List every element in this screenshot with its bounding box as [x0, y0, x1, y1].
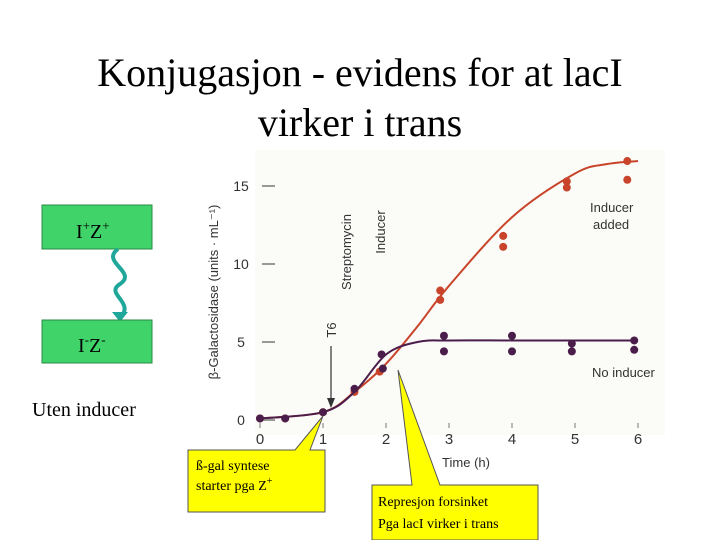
sup: +: [83, 218, 90, 233]
y-axis-label: β-Galactosidase (units · mL⁻¹): [206, 205, 221, 380]
annotation: Inducer: [373, 210, 388, 254]
x-tick-label: 6: [634, 431, 642, 448]
callout: [187, 415, 326, 513]
point: [562, 177, 571, 186]
plot-background: [255, 150, 665, 435]
point: [256, 414, 264, 423]
x-tick-label: 2: [382, 431, 390, 448]
point: [281, 414, 290, 423]
fit-curve: [259, 339, 638, 420]
y-tick-label: 10: [233, 256, 249, 272]
callout: [371, 369, 539, 540]
callout-text: ß-gal syntese: [196, 459, 269, 474]
x-tick-label: 4: [508, 431, 516, 448]
genotype-box: [41, 319, 153, 364]
callout-text: Represjon forsinket: [378, 495, 488, 510]
genotype-box: [41, 204, 153, 250]
connector: [111, 247, 127, 320]
text: Z: [90, 221, 102, 243]
x-tick-label: 3: [445, 431, 453, 448]
annotation: Streptomycin: [339, 214, 354, 290]
point: [319, 408, 327, 417]
point: [439, 347, 448, 356]
arrowhead: [112, 312, 128, 322]
point: [508, 331, 516, 340]
point: [499, 231, 508, 240]
point: [630, 345, 639, 354]
sup: -: [101, 332, 105, 347]
annotation: T6: [324, 322, 339, 337]
point: [436, 295, 445, 304]
x-tick-label: 5: [571, 431, 579, 448]
x-tick-label: 0: [256, 431, 264, 448]
point: [567, 339, 576, 348]
point: [350, 384, 359, 393]
callout-text: starter pga Z+: [196, 476, 273, 494]
x-tick-label: 1: [319, 431, 327, 448]
point: [508, 347, 516, 356]
x-axis-label: Time (h): [442, 455, 490, 470]
y-tick-label: 15: [233, 178, 249, 194]
text: Z: [89, 335, 101, 357]
arrowhead: [327, 398, 335, 408]
caption: Uten inducer: [32, 399, 136, 421]
y-tick-label: 0: [237, 412, 245, 428]
point: [377, 350, 386, 359]
point: [436, 286, 445, 295]
point: [378, 364, 387, 373]
point: [499, 242, 508, 251]
text: starter pga Z: [196, 479, 267, 494]
point: [562, 183, 571, 192]
point: [623, 175, 632, 184]
point: [567, 347, 576, 356]
genotype-label: I-Z-: [78, 332, 106, 357]
point: [439, 331, 448, 340]
title-line: Konjugasjon - evidens for at lacI: [97, 50, 622, 95]
title-line: virker i trans: [258, 100, 462, 145]
sup: -: [85, 332, 89, 347]
chart: 0 5 10 15 0 1 2 3 4 5 6 Time (h) β-Galactosidase (un…: [206, 150, 665, 470]
y-tick-label: 5: [237, 334, 245, 350]
sup: +: [267, 476, 273, 487]
series-label: No inducer: [592, 365, 656, 380]
text: I: [76, 221, 83, 243]
point: [630, 336, 639, 345]
text: I: [78, 335, 85, 357]
series-label: Inducer added: [590, 200, 634, 232]
callout-text: Pga lacI virker i trans: [378, 517, 499, 532]
sup: +: [102, 218, 109, 233]
genotype-label: I+Z+: [76, 218, 110, 243]
point: [623, 157, 632, 166]
